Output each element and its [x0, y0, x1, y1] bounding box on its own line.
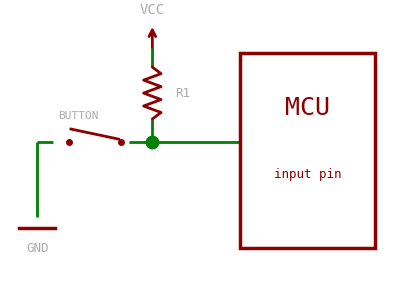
- Text: MCU: MCU: [285, 96, 330, 120]
- Bar: [240, 53, 375, 248]
- Text: GND: GND: [26, 242, 48, 255]
- Text: VCC: VCC: [140, 3, 165, 17]
- Text: input pin: input pin: [274, 168, 341, 180]
- Text: BUTTON: BUTTON: [58, 111, 99, 121]
- Text: R1: R1: [175, 86, 190, 100]
